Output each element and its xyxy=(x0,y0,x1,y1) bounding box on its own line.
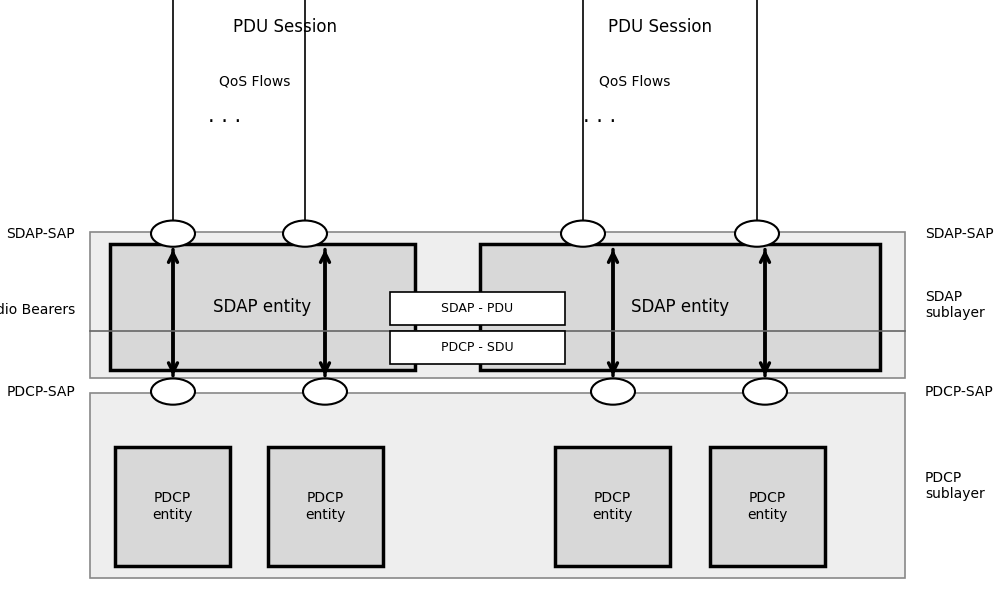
Bar xyxy=(710,447,825,566)
Circle shape xyxy=(735,221,779,247)
Text: PDU Session: PDU Session xyxy=(608,18,712,36)
Bar xyxy=(90,232,905,378)
Text: PDCP
entity: PDCP entity xyxy=(747,492,788,522)
Text: PDCP-SAP: PDCP-SAP xyxy=(925,384,994,399)
Bar xyxy=(390,331,565,364)
Circle shape xyxy=(591,378,635,405)
Circle shape xyxy=(561,221,605,247)
Bar xyxy=(480,244,880,370)
Circle shape xyxy=(743,378,787,405)
Text: QoS Flows: QoS Flows xyxy=(219,74,291,88)
Text: SDAP-SAP: SDAP-SAP xyxy=(6,226,75,241)
Circle shape xyxy=(283,221,327,247)
Text: · · ·: · · · xyxy=(208,112,242,132)
Text: SDAP - PDU: SDAP - PDU xyxy=(441,302,514,315)
Text: PDCP
entity: PDCP entity xyxy=(152,492,193,522)
Bar xyxy=(110,244,415,370)
Bar xyxy=(555,447,670,566)
Text: PDCP - SDU: PDCP - SDU xyxy=(441,341,514,353)
Text: SDAP entity: SDAP entity xyxy=(631,298,729,316)
Bar xyxy=(115,447,230,566)
Text: SDAP-SAP: SDAP-SAP xyxy=(925,226,994,241)
Text: PDCP
sublayer: PDCP sublayer xyxy=(925,471,985,501)
Text: · · ·: · · · xyxy=(408,303,442,323)
Text: PDCP
entity: PDCP entity xyxy=(592,492,633,522)
Text: PDU Session: PDU Session xyxy=(233,18,337,36)
Circle shape xyxy=(151,378,195,405)
Bar xyxy=(268,447,383,566)
Circle shape xyxy=(151,221,195,247)
Text: PDCP
entity: PDCP entity xyxy=(305,492,346,522)
Text: QoS Flows: QoS Flows xyxy=(599,74,671,88)
Bar xyxy=(390,292,565,325)
Bar xyxy=(90,393,905,578)
Text: SDAP
sublayer: SDAP sublayer xyxy=(925,290,985,320)
Text: · · ·: · · · xyxy=(583,112,617,132)
Text: Radio Bearers: Radio Bearers xyxy=(0,303,75,317)
Text: PDCP-SAP: PDCP-SAP xyxy=(6,384,75,399)
Circle shape xyxy=(303,378,347,405)
Text: SDAP entity: SDAP entity xyxy=(213,298,312,316)
